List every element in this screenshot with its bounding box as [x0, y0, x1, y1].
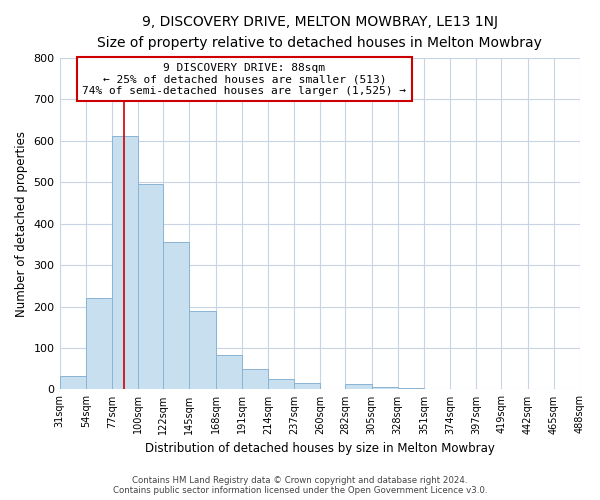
Bar	[398, 388, 424, 390]
Bar	[371, 388, 398, 390]
Bar	[346, 384, 371, 390]
Text: 9 DISCOVERY DRIVE: 88sqm
← 25% of detached houses are smaller (513)
74% of semi-: 9 DISCOVERY DRIVE: 88sqm ← 25% of detach…	[82, 62, 406, 96]
Bar	[215, 355, 242, 390]
Text: Contains HM Land Registry data © Crown copyright and database right 2024.
Contai: Contains HM Land Registry data © Crown c…	[113, 476, 487, 495]
Bar	[294, 383, 320, 390]
X-axis label: Distribution of detached houses by size in Melton Mowbray: Distribution of detached houses by size …	[145, 442, 495, 455]
Bar	[163, 242, 190, 390]
Title: 9, DISCOVERY DRIVE, MELTON MOWBRAY, LE13 1NJ
Size of property relative to detach: 9, DISCOVERY DRIVE, MELTON MOWBRAY, LE13…	[97, 15, 542, 50]
Bar	[242, 368, 268, 390]
Bar	[190, 310, 215, 390]
Bar	[112, 136, 138, 390]
Bar	[59, 376, 86, 390]
Bar	[86, 298, 112, 390]
Y-axis label: Number of detached properties: Number of detached properties	[15, 130, 28, 316]
Bar	[138, 184, 163, 390]
Bar	[268, 379, 294, 390]
